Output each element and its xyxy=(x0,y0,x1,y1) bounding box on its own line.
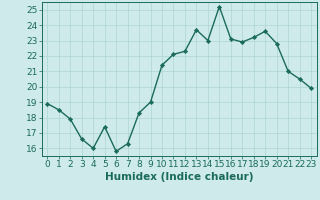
X-axis label: Humidex (Indice chaleur): Humidex (Indice chaleur) xyxy=(105,172,253,182)
